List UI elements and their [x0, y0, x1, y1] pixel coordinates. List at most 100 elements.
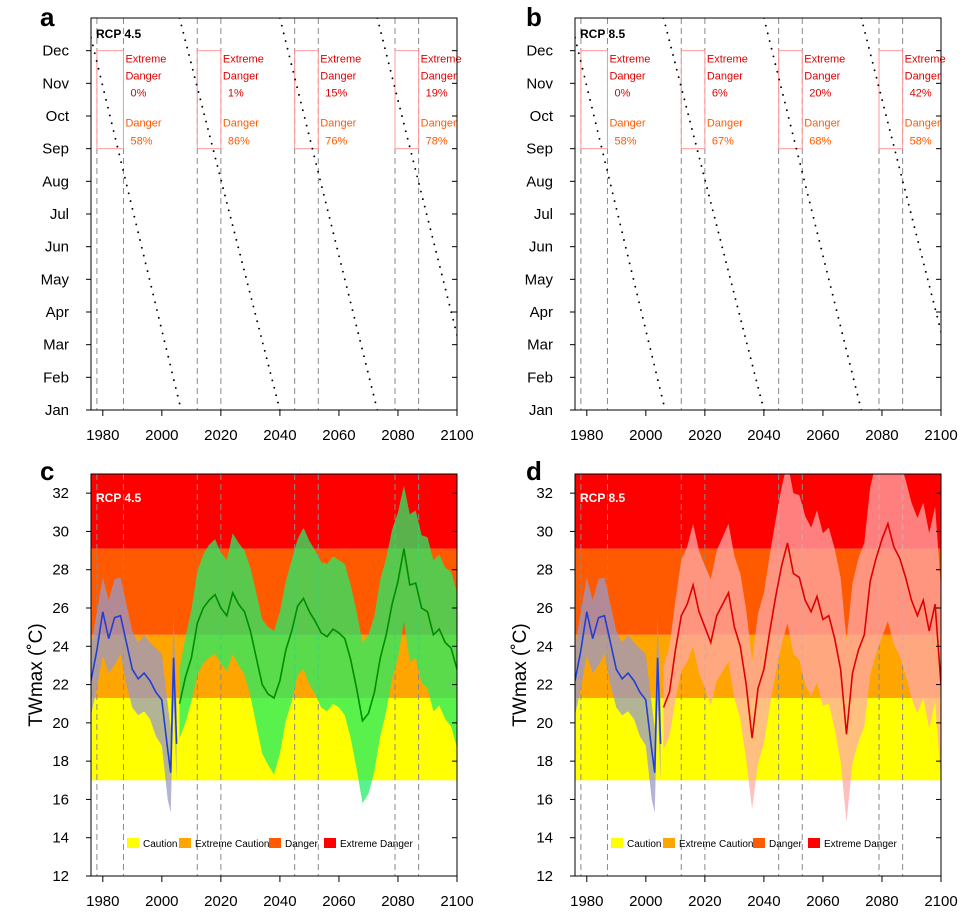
panel-a-date-point — [366, 370, 369, 373]
panel-b-date-point — [924, 270, 927, 273]
panel-a-date-point — [108, 114, 111, 117]
panel-b-date-point — [587, 91, 590, 94]
panel-a-date-point — [140, 246, 143, 249]
y-tick-label: Jan — [529, 402, 553, 419]
panel-a-extreme-danger-value: 19% — [426, 88, 448, 100]
panel-b-date-point — [873, 69, 876, 72]
panel-b-date-point — [827, 278, 830, 281]
y-tick-label: Oct — [530, 108, 554, 125]
panel-b-date-point — [877, 84, 880, 87]
panel-d-uncertainty-band-1 — [663, 474, 941, 823]
panel-b-date-point — [820, 247, 823, 250]
panel-b-date-point — [922, 263, 925, 266]
panel-a-extreme-danger-label: Danger — [223, 71, 259, 83]
y-tick-label: 22 — [52, 677, 69, 694]
panel-b-date-point — [885, 114, 887, 117]
panel-b-date-point — [673, 61, 676, 64]
panel-b-date-point — [926, 278, 929, 281]
panel-b-extreme-danger-value: 0% — [614, 88, 630, 100]
y-tick-label: Jul — [534, 206, 553, 223]
y-tick-label: Feb — [43, 369, 69, 386]
panel-b-extreme-danger-label: Danger — [707, 71, 743, 83]
y-tick-label: Apr — [46, 304, 69, 321]
panel-b-scenario-label: RCP 8.5 — [580, 27, 625, 41]
panel-a-date-point — [319, 178, 321, 181]
panel-b-date-point — [839, 324, 842, 327]
y-tick-label: 30 — [536, 523, 553, 540]
panel-d-y-axis-title: TWmax (˚C) — [510, 623, 531, 726]
panel-a-danger-value: 78% — [426, 136, 448, 148]
panel-b-extreme-danger-value: 6% — [712, 88, 728, 100]
x-tick-label: 2020 — [688, 893, 721, 910]
panel-a-date-point — [343, 278, 346, 281]
y-tick-label: 14 — [52, 830, 69, 847]
panel-b-date-point — [675, 68, 678, 71]
panel-b-date-point — [653, 363, 656, 366]
panel-b-date-point — [869, 54, 872, 57]
panel-c-y-axis-title: TWmax (˚C) — [26, 623, 47, 726]
panel-a-danger-value: 76% — [325, 136, 347, 148]
panel-b-date-point — [894, 151, 897, 154]
panel-b-date-point — [617, 215, 620, 218]
panel-b-date-point — [845, 347, 847, 350]
y-tick-label: Nov — [42, 75, 69, 92]
panel-a-date-point — [393, 84, 396, 87]
panel-b-date-point — [793, 140, 796, 142]
panel-b-date-point — [641, 316, 644, 319]
panel-a-date-point — [241, 261, 243, 264]
panel-a-date-point — [269, 372, 272, 374]
legend-label: Extreme Caution — [195, 839, 269, 850]
panel-b-date-point — [768, 40, 771, 43]
panel-b-window-box-1 — [680, 50, 706, 150]
panel-d-series-line-1 — [662, 521, 941, 739]
panel-b-date-point — [816, 232, 819, 235]
y-tick-label: 12 — [536, 868, 553, 885]
legend-label: Caution — [143, 839, 177, 850]
panel-b-date-point — [782, 93, 784, 96]
panel-a-date-point — [129, 200, 132, 203]
panel-b-date-point — [626, 254, 629, 257]
panel-a-date-point — [169, 363, 172, 366]
panel-a-date-point — [239, 253, 242, 256]
panel-a-date-point — [235, 238, 238, 241]
panel-a-date-point — [328, 216, 331, 219]
x-tick-label: 2040 — [263, 427, 296, 444]
y-tick-label: May — [525, 271, 554, 288]
x-tick-label: 2100 — [924, 893, 957, 910]
panel-b-date-point — [689, 120, 692, 123]
y-tick-label: Oct — [46, 108, 70, 125]
panel-a-date-point — [311, 147, 314, 150]
panel-a-danger-label: Danger — [125, 118, 161, 130]
panel-a-date-point — [152, 293, 155, 296]
panel-a-date-point — [159, 324, 162, 327]
panel-a-date-point — [305, 124, 308, 127]
panel-b-date-point — [747, 349, 750, 352]
panel-b-date-point — [917, 241, 920, 243]
panel-c-uncertainty-band-0 — [91, 577, 177, 813]
panel-a-date-point — [122, 168, 124, 171]
panel-a-date-point — [309, 140, 312, 142]
y-tick-label: 32 — [52, 485, 69, 502]
panel-b-extreme-danger-value: 20% — [809, 88, 831, 100]
panel-b-date-point — [581, 67, 584, 70]
panel-b-date-point — [806, 193, 809, 196]
legend-swatch — [179, 838, 191, 848]
panel-b-date-point — [591, 106, 593, 109]
panel-a-date-point — [301, 109, 304, 112]
panel-a-date-point — [284, 40, 287, 43]
y-tick-label: Nov — [526, 75, 553, 92]
panel-b-date-point — [903, 188, 906, 191]
panel-b-date-point — [604, 161, 607, 164]
panel-a-date-point — [444, 288, 447, 291]
panel-a-date-point — [208, 135, 211, 138]
x-tick-label: 2060 — [322, 427, 355, 444]
panel-b-date-point — [928, 285, 931, 288]
panel-b-date-point — [594, 122, 597, 125]
panel-a-date-point — [225, 201, 228, 204]
y-tick-label: 30 — [52, 523, 69, 540]
y-tick-label: Jul — [50, 206, 69, 223]
panel-b-date-point — [814, 224, 817, 227]
panel-a-date-point — [431, 235, 434, 238]
panel-b-date-point — [772, 55, 775, 58]
panel-b-date-point — [691, 127, 693, 130]
